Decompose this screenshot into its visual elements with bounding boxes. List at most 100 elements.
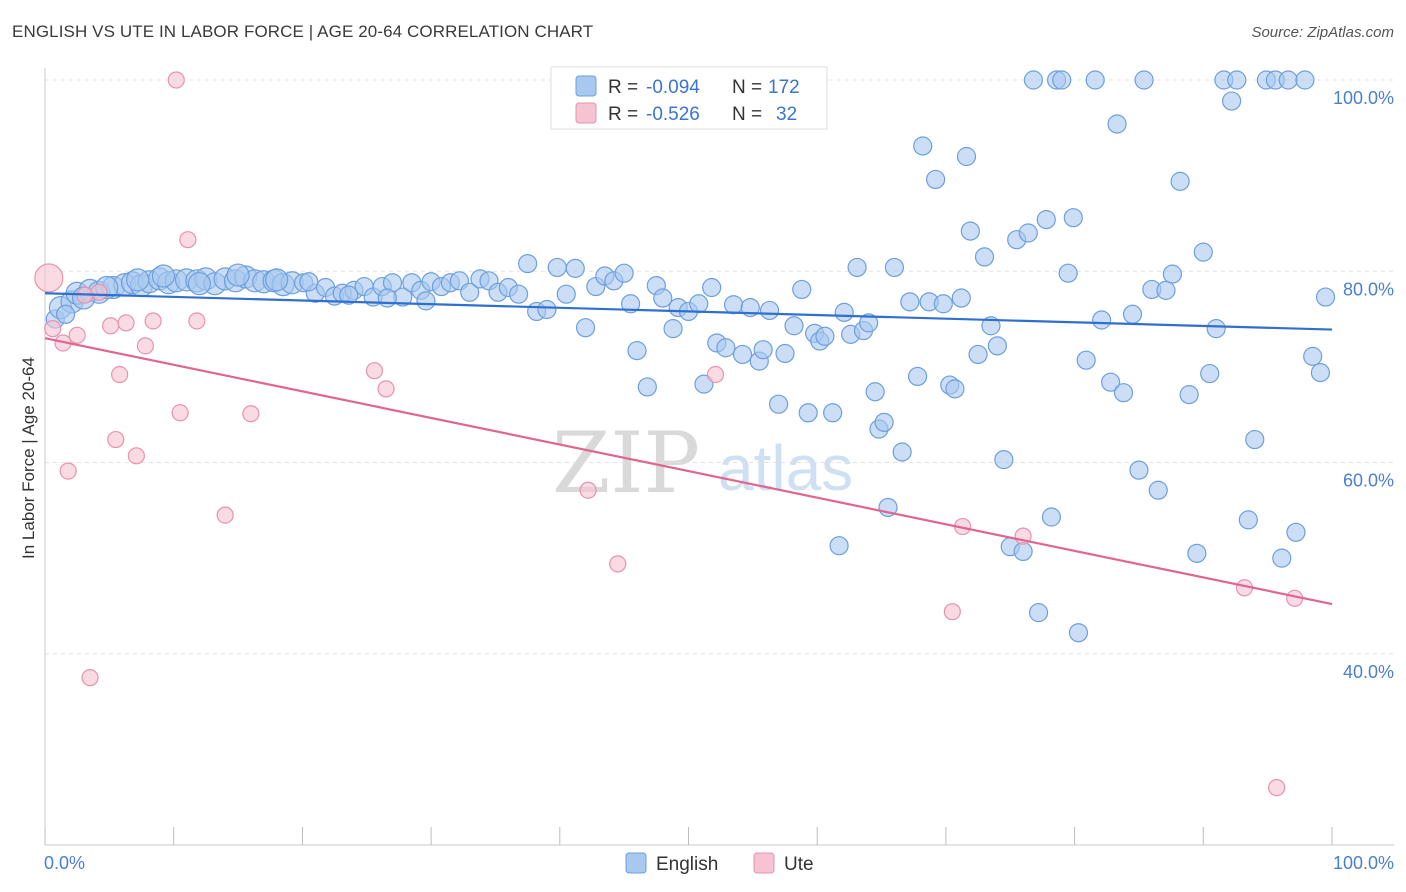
ute-point bbox=[365, 362, 384, 380]
english-point bbox=[1310, 363, 1331, 383]
legend-ute-r-value: -0.526 bbox=[646, 104, 700, 125]
y-tick-label: 60.0% bbox=[1343, 471, 1394, 491]
english-point bbox=[1179, 385, 1199, 405]
ute-point bbox=[102, 317, 120, 335]
ute-point bbox=[127, 447, 145, 465]
english-point bbox=[694, 374, 714, 394]
english-point bbox=[1286, 522, 1306, 542]
legend-english-n-label: N = bbox=[732, 77, 762, 98]
english-point bbox=[565, 258, 585, 278]
english-point bbox=[823, 403, 843, 423]
ute-point bbox=[1268, 779, 1286, 797]
english-point bbox=[226, 263, 250, 287]
english-point bbox=[1200, 363, 1220, 384]
english-point bbox=[1058, 263, 1078, 283]
chart-source: Source: ZipAtlas.com bbox=[1251, 24, 1394, 41]
english-point bbox=[865, 382, 885, 402]
y-axis-label: In Labor Force | Age 20-64 bbox=[19, 357, 38, 559]
series-legend: English Ute bbox=[625, 852, 814, 875]
english-point bbox=[55, 304, 76, 324]
english-point bbox=[1036, 210, 1056, 230]
english-point bbox=[1063, 208, 1083, 228]
grid-lines bbox=[45, 79, 1394, 655]
english-point bbox=[792, 279, 812, 300]
x-tick-labels: 0.0% 100.0% bbox=[44, 853, 1394, 873]
legend-english-swatch bbox=[575, 75, 597, 97]
english-point bbox=[416, 291, 436, 311]
english-point bbox=[1107, 114, 1127, 134]
ute-point bbox=[68, 326, 86, 344]
ute-point bbox=[188, 312, 206, 330]
english-point bbox=[1303, 346, 1323, 366]
ute-point bbox=[179, 231, 197, 249]
english-point bbox=[732, 344, 753, 365]
english-point bbox=[1245, 429, 1265, 450]
legend-ute-n-label: N = bbox=[732, 104, 762, 125]
english-point bbox=[187, 272, 212, 296]
english-point bbox=[265, 268, 289, 292]
english-point bbox=[460, 282, 480, 302]
y-tick-label: 80.0% bbox=[1343, 279, 1394, 299]
english-point bbox=[926, 169, 946, 190]
english-point bbox=[1156, 280, 1176, 300]
english-point bbox=[960, 221, 980, 241]
english-point bbox=[859, 313, 879, 333]
english-point bbox=[1193, 242, 1213, 262]
english-point bbox=[759, 300, 780, 321]
english-point bbox=[1101, 372, 1121, 392]
english-point bbox=[1238, 510, 1258, 530]
english-point bbox=[900, 292, 920, 312]
ute-point bbox=[377, 380, 395, 398]
english-point bbox=[1134, 70, 1154, 90]
legend-ute-n-value: 32 bbox=[776, 104, 797, 125]
english-point bbox=[968, 344, 988, 365]
english-point bbox=[689, 294, 709, 314]
ute-point bbox=[216, 506, 234, 524]
english-point bbox=[518, 254, 538, 274]
english-point bbox=[1113, 383, 1134, 403]
x-tick-label-max: 100.0% bbox=[1333, 853, 1394, 873]
series-ute-points bbox=[34, 71, 1304, 797]
ute-point bbox=[81, 669, 99, 687]
english-point bbox=[702, 277, 722, 298]
english-point bbox=[784, 316, 804, 336]
english-point bbox=[753, 340, 773, 360]
english-point bbox=[907, 366, 928, 387]
english-point bbox=[627, 341, 647, 361]
english-point bbox=[1315, 287, 1336, 307]
english-point bbox=[1122, 304, 1143, 324]
ute-point bbox=[579, 481, 597, 499]
ute-trend-line bbox=[44, 337, 1333, 606]
english-point bbox=[509, 284, 529, 304]
english-point bbox=[575, 318, 596, 338]
english-point bbox=[956, 146, 977, 167]
y-tick-label: 100.0% bbox=[1333, 88, 1394, 108]
trend-lines bbox=[44, 292, 1333, 606]
english-point bbox=[1148, 480, 1168, 500]
english-point bbox=[834, 302, 854, 322]
english-point bbox=[1170, 171, 1190, 191]
legend-english-n-value: 172 bbox=[768, 77, 800, 98]
english-point bbox=[723, 295, 744, 315]
english-point bbox=[768, 394, 789, 414]
ute-point bbox=[44, 320, 62, 338]
english-point bbox=[933, 294, 953, 314]
english-point bbox=[913, 136, 933, 156]
ute-point bbox=[609, 555, 627, 573]
english-point bbox=[874, 412, 894, 432]
english-point bbox=[847, 257, 867, 278]
english-point bbox=[1295, 70, 1315, 90]
english-trend-line bbox=[44, 292, 1333, 331]
english-point bbox=[987, 336, 1007, 356]
english-point bbox=[1129, 460, 1149, 480]
english-point bbox=[556, 284, 576, 304]
english-point bbox=[1041, 507, 1062, 527]
legend-ute-r-label: R = bbox=[608, 104, 638, 125]
correlation-legend: R = -0.094 N = 172 R = -0.526 N = 32 bbox=[550, 66, 828, 130]
english-point bbox=[1162, 264, 1183, 284]
x-tick-label-min: 0.0% bbox=[44, 853, 85, 873]
english-point bbox=[339, 285, 359, 305]
english-point bbox=[1187, 543, 1207, 563]
english-point bbox=[1092, 310, 1112, 330]
series-english-points bbox=[45, 70, 1336, 643]
